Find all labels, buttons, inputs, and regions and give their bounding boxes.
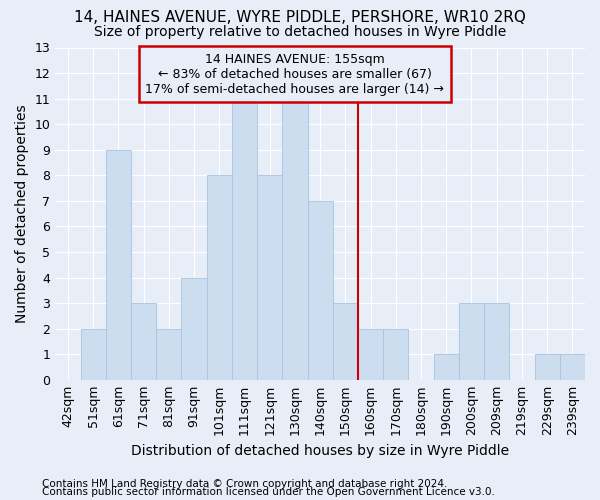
Bar [283,98,308,380]
Bar [560,354,585,380]
Bar [308,201,333,380]
Bar [181,278,206,380]
Text: 14 HAINES AVENUE: 155sqm
← 83% of detached houses are smaller (67)
17% of semi-d: 14 HAINES AVENUE: 155sqm ← 83% of detach… [145,52,445,96]
Bar [459,303,484,380]
Bar [206,176,232,380]
Bar [156,328,181,380]
Bar [434,354,459,380]
X-axis label: Distribution of detached houses by size in Wyre Piddle: Distribution of detached houses by size … [131,444,509,458]
Bar [484,303,509,380]
Text: 14, HAINES AVENUE, WYRE PIDDLE, PERSHORE, WR10 2RQ: 14, HAINES AVENUE, WYRE PIDDLE, PERSHORE… [74,10,526,25]
Bar [106,150,131,380]
Bar [383,328,409,380]
Bar [535,354,560,380]
Bar [257,176,283,380]
Bar [358,328,383,380]
Bar [333,303,358,380]
Text: Contains public sector information licensed under the Open Government Licence v3: Contains public sector information licen… [42,487,495,497]
Text: Contains HM Land Registry data © Crown copyright and database right 2024.: Contains HM Land Registry data © Crown c… [42,479,448,489]
Bar [131,303,156,380]
Text: Size of property relative to detached houses in Wyre Piddle: Size of property relative to detached ho… [94,25,506,39]
Bar [80,328,106,380]
Bar [232,98,257,380]
Y-axis label: Number of detached properties: Number of detached properties [15,104,29,323]
